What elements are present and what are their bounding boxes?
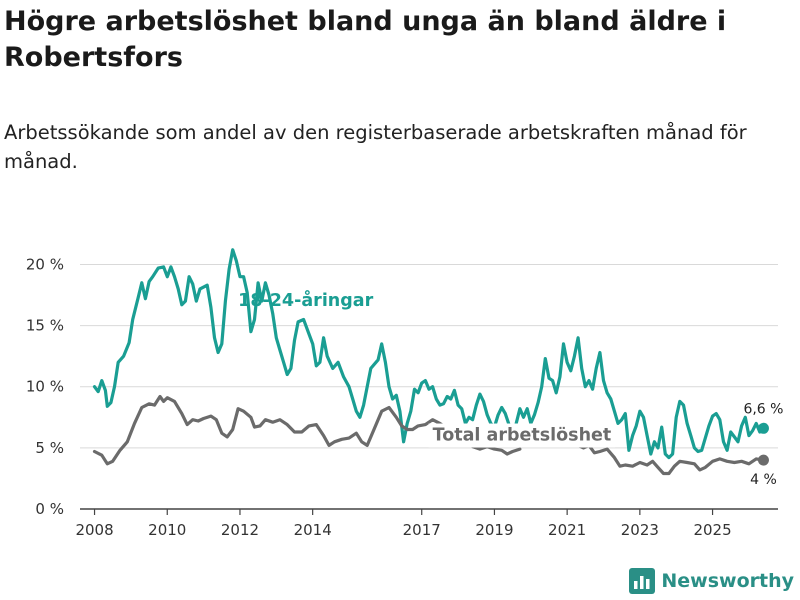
end-label-total: 4 % (750, 472, 777, 488)
x-tick-label: 2017 (403, 521, 441, 539)
y-tick-label: 5 % (35, 439, 64, 457)
series-line-total (576, 443, 766, 476)
axes: 0 % 5 % 10 % 15 % 20 % 2008 2010 2012 2014 2017 20… (26, 255, 732, 539)
x-tick-label: 2012 (221, 521, 259, 539)
x-tick-label: 2023 (621, 521, 659, 539)
series-line-youth (92, 248, 766, 460)
chart-subtitle: Arbetssökande som andel av den registerb… (4, 121, 747, 173)
y-tick-label: 10 % (26, 378, 64, 396)
x-tick-label: 2025 (693, 521, 731, 539)
y-tick-label: 15 % (26, 317, 64, 335)
series-label-total-background (428, 423, 616, 448)
x-tick-label: 2010 (148, 521, 186, 539)
series-label-total: Total arbetslöshet (433, 426, 612, 446)
series-lines (92, 248, 769, 476)
end-label-youth: 6,6 % (743, 401, 783, 417)
brand-name: Newsworthy (661, 570, 794, 592)
series-line-total (92, 394, 447, 466)
chart-labels: 18-24-åringar Total arbetslöshet 6,6 % 4 % (238, 289, 783, 488)
x-tick-label: 2014 (294, 521, 332, 539)
brand-logo: Newsworthy (629, 568, 794, 594)
x-tick-label: 2021 (548, 521, 586, 539)
x-tick-label: 2008 (75, 521, 113, 539)
y-tick-label: 20 % (26, 255, 64, 273)
chart-title: Högre arbetslöshet bland unga än bland ä… (4, 6, 727, 73)
newsworthy-logo-icon (629, 568, 656, 594)
series-label-youth: 18-24-åringar (238, 289, 373, 311)
series-line-total (471, 445, 522, 456)
series-end-point (757, 422, 769, 434)
y-tick-label: 0 % (35, 500, 64, 518)
x-tick-label: 2019 (475, 521, 513, 539)
series-end-point (757, 454, 769, 466)
